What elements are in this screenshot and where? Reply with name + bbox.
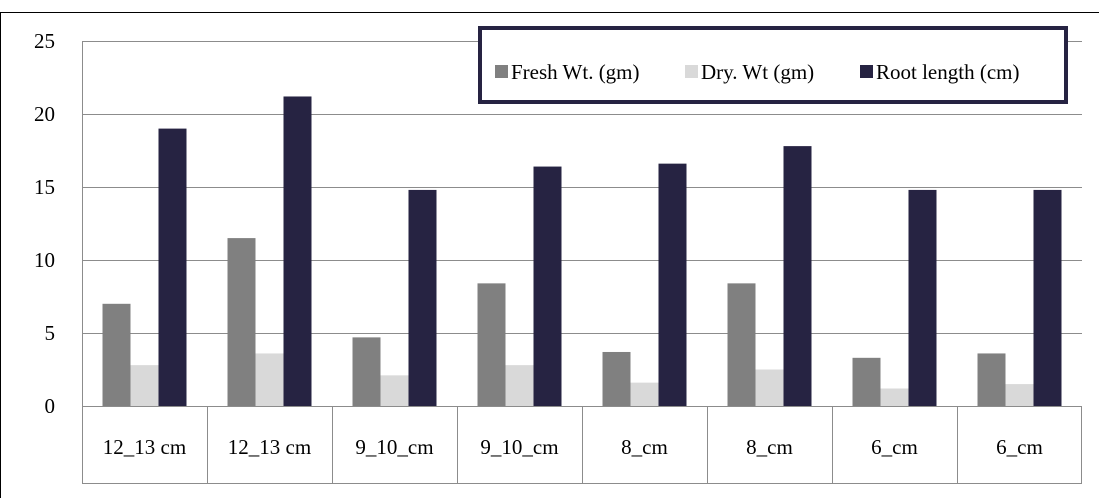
bar [909,190,937,406]
legend: Fresh Wt. (gm) Dry. Wt (gm) Root length (c… [480,28,1066,102]
bar [728,283,756,406]
bar [506,365,534,406]
x-tick-label: 6_cm [871,435,918,459]
bar [1006,384,1034,406]
bar [353,337,381,406]
y-tick-label: 0 [45,394,56,418]
legend-swatch [860,65,873,78]
bar [659,164,687,406]
legend-label: Dry. Wt (gm) [701,60,814,84]
y-tick-label: 20 [34,102,55,126]
x-tick-labels: 12_13 cm 12_13 cm 9_10_cm 9_10_cm 8_cm 8_cm 6_… [103,435,1043,459]
bar [381,375,409,406]
bar [881,388,909,406]
x-tick-label: 12_13 cm [228,435,311,459]
bar [853,358,881,406]
y-tick-label: 5 [45,321,56,345]
bar [603,352,631,406]
bar [256,353,284,406]
y-tick-label: 10 [34,248,55,272]
legend-label: Fresh Wt. (gm) [511,60,640,84]
x-tick-label: 9_10_cm [355,435,433,459]
x-tick-label: 12_13 cm [103,435,186,459]
bar [1034,190,1062,406]
legend-swatch [685,65,698,78]
x-tick-label: 9_10_cm [480,435,558,459]
bar [159,129,187,406]
bar [631,383,659,406]
x-tick-label: 8_cm [746,435,793,459]
y-tick-labels: 0 5 10 15 20 25 [34,29,55,418]
bar [784,146,812,406]
bar [131,365,159,406]
bar [478,283,506,406]
y-tick-label: 25 [34,29,55,53]
x-tick-label: 8_cm [621,435,668,459]
legend-swatch [495,65,508,78]
bar [978,353,1006,406]
y-tick-label: 15 [34,175,55,199]
bar [103,304,131,406]
bar [409,190,437,406]
bar [284,96,312,406]
legend-label: Root length (cm) [876,60,1019,84]
x-tick-label: 6_cm [996,435,1043,459]
bar [534,167,562,406]
bars [103,96,1062,406]
bar [228,238,256,406]
bar [756,370,784,407]
